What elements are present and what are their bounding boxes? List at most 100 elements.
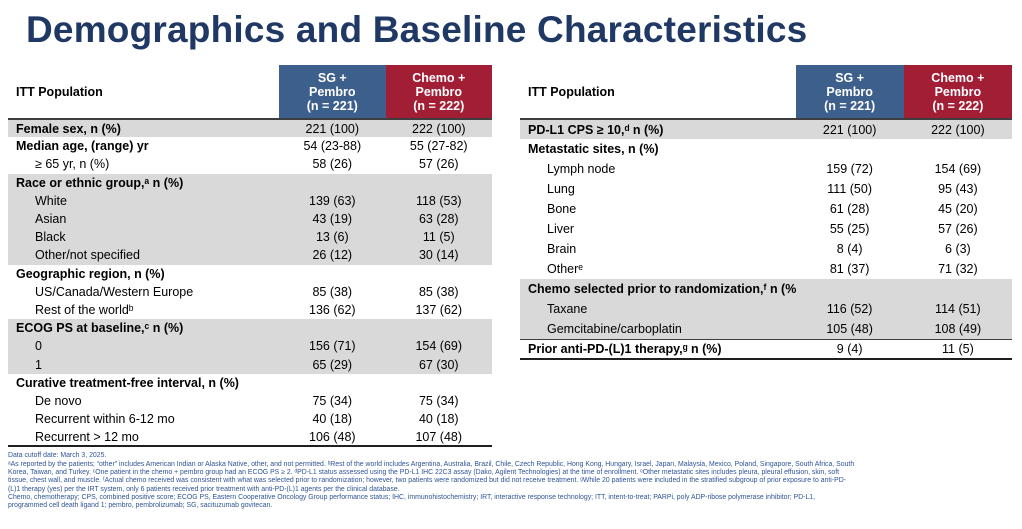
row-value: 54 (23-88) [303, 139, 362, 154]
row-value [904, 139, 1012, 159]
chemo-pembro-column-header: Chemo + Pembro (n = 222) [385, 65, 492, 119]
row-label: Metastatic sites, n (%) [528, 142, 659, 156]
row-value [904, 279, 1012, 299]
row-value [386, 265, 492, 283]
row-value: 85 (38) [418, 284, 459, 299]
row-value: 63 (28) [418, 212, 459, 227]
row-label: Gemcitabine/carboplatin [547, 321, 682, 336]
row-label: 1 [35, 357, 42, 372]
row-label: Recurrent within 6-12 mo [35, 412, 175, 427]
row-value: 58 (26) [312, 157, 353, 172]
row-label: Taxane [547, 302, 588, 316]
row-label: Asian [35, 212, 67, 227]
footnotes: Data cutoff date: March 3, 2025. ᵃAs repo… [8, 452, 1016, 510]
row-value: 159 (72) [826, 162, 873, 176]
row-value: 40 (18) [312, 412, 353, 427]
table-row: Chemo selected prior to randomization,ᶠ … [520, 279, 1012, 299]
row-value [386, 319, 492, 337]
table-row: 0 156 (71) 154 (69) [8, 337, 492, 356]
table-header-row: ITT Population SG + Pembro (n = 221) Che… [8, 65, 492, 119]
table-row: Lung 111 (50) 95 (43) [520, 179, 1012, 199]
row-label: Lymph node [547, 162, 616, 176]
row-value: 43 (19) [312, 212, 353, 227]
row-label: Rest of the worldᵇ [35, 302, 134, 317]
page-title: Demographics and Baseline Characteristic… [26, 9, 808, 50]
row-value: 95 (43) [938, 182, 978, 196]
table-row: Liver 55 (25) 57 (26) [520, 219, 1012, 239]
table-header-row: ITT Population SG + Pembro (n = 221) Che… [520, 65, 1012, 119]
row-value: 57 (26) [418, 157, 459, 172]
row-value: 65 (29) [312, 357, 353, 372]
row-label: 0 [35, 339, 42, 354]
table-row: Curative treatment-free interval, n (%) [8, 374, 492, 392]
row-value [279, 265, 385, 283]
row-value: 221 (100) [822, 122, 877, 137]
row-label: Black [35, 230, 66, 245]
row-value: 118 (53) [415, 193, 462, 208]
sg-pembro-column-header: SG + Pembro (n = 221) [795, 65, 904, 119]
row-value: 111 (50) [827, 182, 872, 196]
row-label: US/Canada/Western Europe [35, 284, 194, 299]
row-value: 106 (48) [309, 429, 356, 444]
row-value: 222 (100) [412, 121, 466, 136]
row-value: 11 (5) [942, 341, 974, 356]
table-row: Other/not specified 26 (12) 30 (14) [8, 246, 492, 265]
table-row: Rest of the worldᵇ 136 (62) 137 (62) [8, 301, 492, 319]
row-value [279, 374, 385, 392]
table-row: Recurrent > 12 mo 106 (48) 107 (48) [8, 428, 492, 446]
row-value: 107 (48) [415, 429, 463, 444]
row-value: 8 (4) [836, 242, 863, 256]
table-header: ITT Population SG + Pembro (n = 221) Che… [520, 65, 1012, 119]
table-row: Race or ethnic group,ᵃ n (%) [8, 173, 492, 192]
table-row: US/Canada/Western Europe 85 (38) 85 (38) [8, 283, 492, 301]
row-label: Geographic region, n (%) [16, 266, 165, 281]
row-value: 67 (30) [418, 357, 459, 372]
row-label: Other/not specified [35, 248, 140, 263]
row-value: 137 (62) [415, 302, 463, 317]
row-label: White [35, 193, 67, 208]
row-value [279, 174, 385, 192]
table-row: Black 13 (6) 11 (5) [8, 228, 492, 247]
row-label: Liver [547, 222, 575, 236]
row-value: 45 (20) [938, 202, 978, 216]
row-value: 11 (5) [422, 230, 455, 245]
itt-population-label: ITT Population [16, 84, 103, 99]
row-value: 154 (69) [934, 162, 982, 176]
table-header: ITT Population SG + Pembro (n = 221) Che… [8, 65, 492, 119]
row-label: Curative treatment-free interval, n (%) [16, 375, 239, 390]
row-value: 71 (32) [938, 262, 978, 276]
row-value: 139 (63) [309, 193, 356, 208]
sg-pembro-column-header: SG + Pembro (n = 221) [279, 65, 386, 119]
row-value: 222 (100) [931, 122, 985, 137]
table-row: Geographic region, n (%) [8, 265, 492, 283]
itt-population-label: ITT Population [528, 84, 615, 99]
row-value: 13 (6) [315, 230, 349, 245]
row-label: Bone [547, 202, 577, 216]
row-value: 57 (26) [938, 222, 978, 236]
row-value: 156 (71) [309, 339, 356, 354]
footnote-line: ᵃAs reported by the patients; “other” in… [8, 460, 855, 468]
row-value [386, 374, 492, 392]
table-row: Lymph node 159 (72) 154 (69) [520, 159, 1012, 179]
row-label: ≥ 65 yr, n (%) [35, 157, 110, 172]
table-body: Female sex, n (%) 221 (100) 222 (100) Media… [8, 119, 492, 446]
table-row: PD-L1 CPS ≥ 10,ᵈ n (%) 221 (100) 222 (100) [520, 119, 1012, 139]
tables-container: ITT Population SG + Pembro (n = 221) Che… [0, 52, 1022, 448]
row-value: 55 (25) [829, 222, 870, 236]
baseline-table-right: ITT Population SG + Pembro (n = 221) Che… [520, 65, 1012, 360]
row-value: 221 (100) [305, 121, 360, 136]
table-row: ≥ 65 yr, n (%) 58 (26) 57 (26) [8, 155, 492, 173]
row-value [386, 174, 492, 192]
table-row: Prior anti-PD-(L)1 therapy,ᵍ n (%) 9 (4) 1… [520, 339, 1012, 359]
table-row: Brain 8 (4) 6 (3) [520, 239, 1012, 259]
row-value: 136 (62) [309, 302, 356, 317]
table-row: Asian 43 (19) 63 (28) [8, 209, 492, 229]
table-row: Female sex, n (%) 221 (100) 222 (100) [8, 119, 492, 138]
footnote-line: (L)1 therapy (yes) per the IRT system, o… [8, 485, 400, 493]
row-value: 116 (52) [826, 302, 873, 316]
table-row: Otherᵉ 81 (37) 71 (32) [520, 259, 1012, 279]
table-row: ECOG PS at baseline,ᶜ n (%) [8, 319, 492, 338]
row-value: 114 (51) [935, 302, 981, 316]
row-value: 40 (18) [418, 412, 459, 427]
chemo-pembro-column-header: Chemo + Pembro (n = 222) [903, 65, 1012, 119]
